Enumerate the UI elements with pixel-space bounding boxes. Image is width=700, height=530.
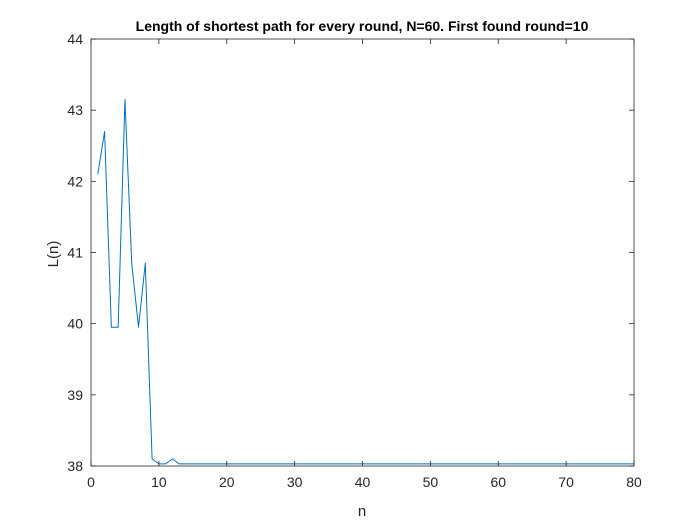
y-tick-label: 44 (67, 31, 83, 47)
y-axis-ticks: 38 39 40 41 42 43 44 (67, 31, 634, 474)
x-tick-label: 80 (626, 474, 642, 490)
series-line (97, 98, 634, 465)
y-tick-label: 38 (67, 458, 83, 474)
y-axis-label: L(n) (45, 241, 62, 268)
x-tick-label: 50 (423, 474, 439, 490)
y-tick-label: 40 (67, 316, 83, 332)
axes-box (90, 38, 635, 467)
y-tick-label: 42 (67, 173, 83, 189)
y-tick-label: 41 (67, 245, 83, 261)
x-tick-label: 10 (151, 474, 167, 490)
x-axis-label: n (358, 503, 366, 520)
x-tick-label: 60 (490, 474, 506, 490)
x-tick-label: 20 (219, 474, 235, 490)
y-tick-label: 39 (67, 387, 83, 403)
x-tick-label: 40 (355, 474, 371, 490)
chart-title: Length of shortest path for every round,… (136, 18, 589, 34)
x-tick-label: 0 (87, 474, 95, 490)
plot-area (90, 38, 635, 467)
y-tick-label: 43 (67, 102, 83, 118)
x-tick-label: 30 (287, 474, 303, 490)
x-axis-ticks: 0 10 20 30 40 50 60 70 80 (87, 39, 642, 490)
x-tick-label: 70 (558, 474, 574, 490)
